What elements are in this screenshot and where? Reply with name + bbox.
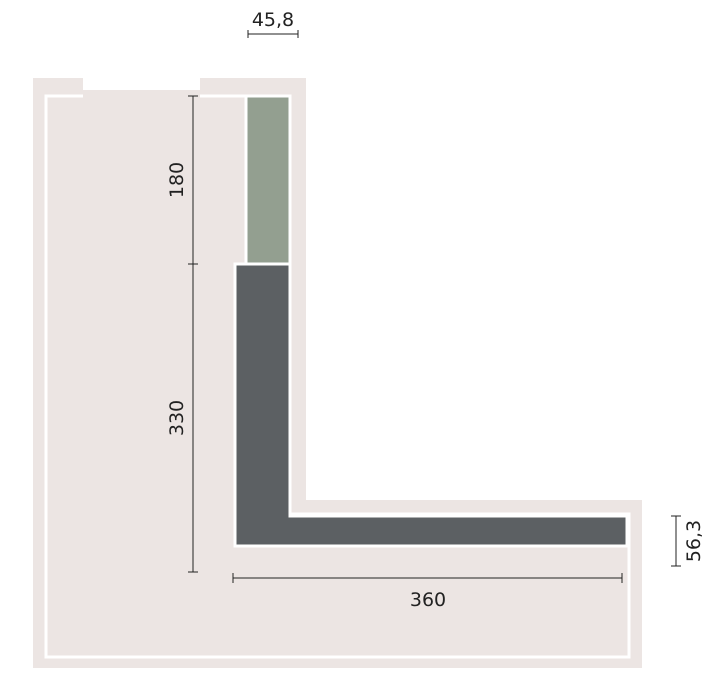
dimension-top-width-label: 45,8 xyxy=(252,9,294,31)
dimension-right-height xyxy=(671,515,681,567)
dimension-top-width xyxy=(247,30,299,38)
l-shaped-counter xyxy=(233,262,629,548)
dimension-lower-height-label: 330 xyxy=(166,400,188,436)
dimension-upper-height-label: 180 xyxy=(166,162,188,198)
dimension-bottom-length xyxy=(232,573,623,583)
dimension-vertical-line xyxy=(188,95,198,573)
room-floor xyxy=(33,78,642,668)
upper-cabinet xyxy=(244,94,292,266)
room-wall-outline xyxy=(44,94,631,659)
dimension-right-height-label: 56,3 xyxy=(683,520,705,562)
dimension-bottom-length-label: 360 xyxy=(410,589,446,611)
